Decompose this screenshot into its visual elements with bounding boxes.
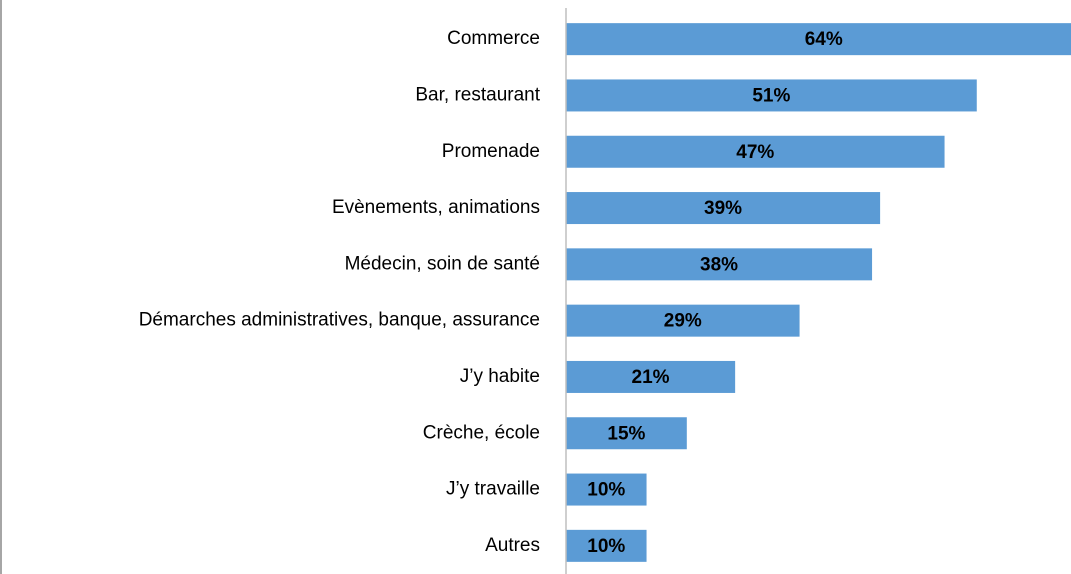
value-label: 38% (700, 254, 738, 275)
category-label: J’y travaille (446, 479, 540, 500)
category-label: J’y habite (460, 366, 540, 387)
bar (566, 135, 945, 168)
value-label: 47% (736, 142, 774, 163)
bar (566, 192, 881, 225)
bar (566, 248, 873, 281)
value-label: 39% (704, 198, 742, 219)
category-label: Bar, restaurant (415, 84, 540, 105)
bar (566, 79, 977, 112)
category-label: Autres (485, 535, 540, 556)
category-label: Démarches administratives, banque, assur… (139, 310, 540, 331)
category-label: Médecin, soin de santé (345, 253, 540, 274)
category-label: Promenade (442, 141, 540, 162)
bar (566, 360, 736, 393)
value-label: 64% (805, 29, 843, 50)
bar (566, 23, 1071, 56)
value-label: 21% (632, 367, 670, 388)
bar (566, 417, 687, 450)
bar (566, 529, 647, 562)
bar (566, 473, 647, 506)
bar (566, 304, 800, 337)
value-label: 29% (664, 311, 702, 332)
value-label: 10% (587, 536, 625, 557)
value-label: 10% (587, 480, 625, 501)
value-label: 15% (607, 423, 645, 444)
value-label: 51% (752, 85, 790, 106)
category-label: Commerce (447, 28, 540, 49)
category-label: Crèche, école (423, 422, 540, 443)
category-label: Evènements, animations (332, 197, 540, 218)
